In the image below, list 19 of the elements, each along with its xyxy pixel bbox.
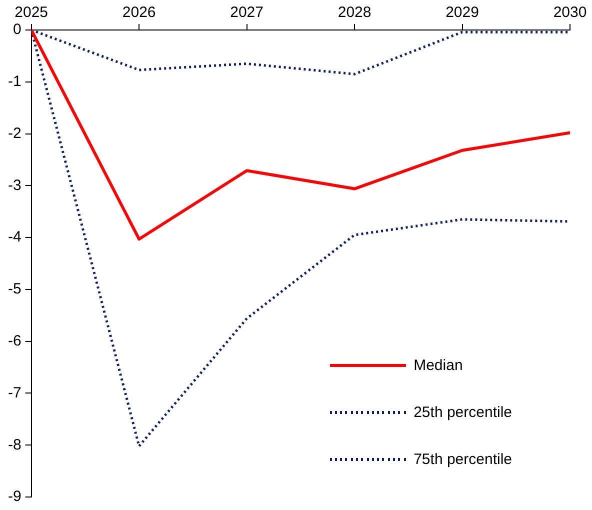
x-tick-label: 2030: [553, 4, 587, 22]
y-tick-label: -5: [8, 280, 22, 298]
y-tick-label: -2: [8, 124, 22, 142]
legend-label: 75th percentile: [414, 451, 512, 468]
x-tick-label: 2026: [122, 4, 156, 22]
y-tick-label: -4: [8, 228, 22, 246]
y-tick-label: -1: [8, 73, 22, 90]
x-tick-label: 2028: [338, 4, 372, 22]
y-tick-label: 0: [12, 21, 22, 38]
x-tick-label: 2027: [230, 4, 264, 22]
x-tick-label: 2025: [14, 4, 48, 22]
x-tick-label: 2029: [446, 4, 479, 22]
y-tick-label: -7: [8, 384, 22, 402]
y-tick-label: -3: [8, 176, 22, 194]
legend-label: Median: [414, 357, 463, 374]
y-tick-label: -8: [8, 436, 22, 454]
y-tick-label: -9: [8, 488, 22, 506]
y-tick-label: -6: [8, 332, 22, 350]
legend-label: 25th percentile: [414, 404, 512, 421]
